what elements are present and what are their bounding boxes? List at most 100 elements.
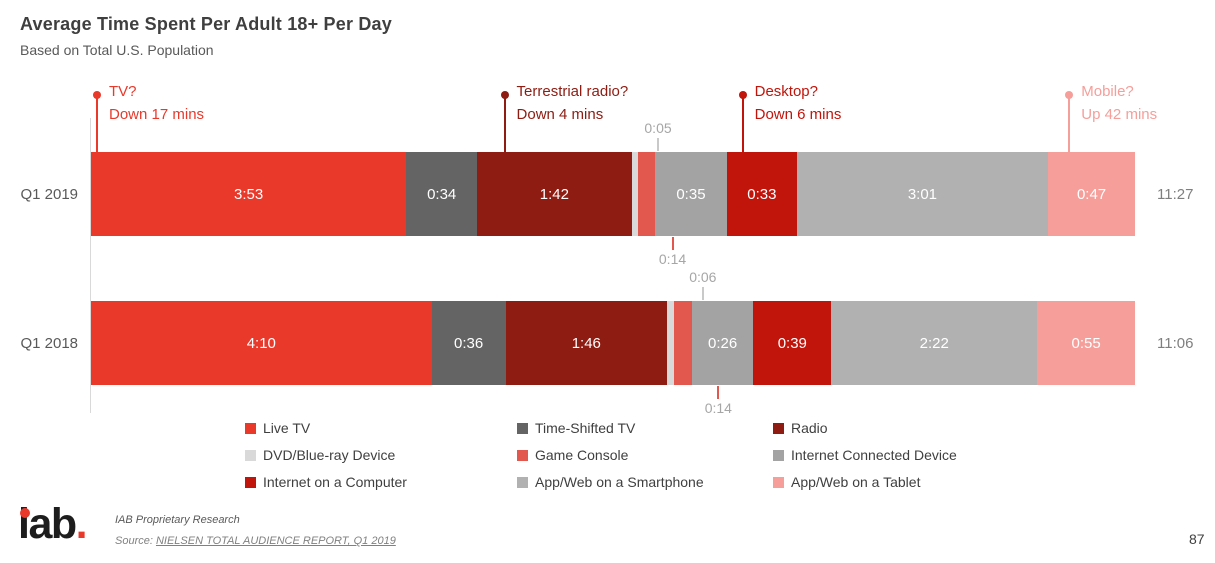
- legend-item: Game Console: [517, 447, 773, 463]
- annotation-text: Mobile? Up 42 mins: [1081, 80, 1215, 126]
- legend-item: App/Web on a Tablet: [773, 474, 957, 490]
- legend-swatch-icon: [517, 476, 528, 488]
- legend-item: Radio: [773, 420, 957, 436]
- bar-total-label: 11:06: [1157, 334, 1194, 352]
- segment-value-label: 0:36: [454, 334, 484, 352]
- segment-value-label: 4:10: [246, 334, 276, 352]
- bar-segment: [631, 152, 638, 236]
- chart-header: Average Time Spent Per Adult 18+ Per Day…: [20, 14, 392, 58]
- annotation-title: TV?: [109, 83, 137, 100]
- value-callout-line: [671, 237, 674, 250]
- bar-total-label: 11:27: [1157, 185, 1194, 203]
- legend-label: App/Web on a Smartphone: [535, 474, 704, 490]
- bar-segment: 0:26: [691, 301, 754, 385]
- segment-value-label: 0:35: [676, 185, 706, 203]
- annotation-text: Terrestrial radio? Down 4 mins: [517, 80, 747, 126]
- bar-segment: 1:42: [477, 152, 632, 236]
- bar-row-label: Q1 2019: [20, 185, 78, 203]
- value-callout-line: [657, 138, 660, 151]
- stacked-bar: 3:53 0:34 1:42 0:35 0:33 3:01 0:47: [91, 152, 1135, 236]
- legend-label: App/Web on a Tablet: [791, 474, 921, 490]
- segment-value-label: 3:01: [907, 185, 938, 203]
- segment-value-label: 3:53: [234, 185, 264, 203]
- bar-segment: 2:22: [831, 301, 1038, 385]
- annotation-line: [741, 95, 744, 152]
- proprietary-research-note: IAB Proprietary Research: [115, 514, 240, 526]
- legend-label: DVD/Blue-ray Device: [263, 447, 396, 463]
- bar-segment: 0:39: [753, 301, 832, 385]
- legend-swatch-icon: [245, 476, 256, 488]
- legend-item: App/Web on a Smartphone: [517, 474, 773, 490]
- source-link[interactable]: NIELSEN TOTAL AUDIENCE REPORT, Q1 2019: [155, 535, 396, 547]
- legend-swatch-icon: [517, 449, 528, 461]
- legend-swatch-icon: [773, 449, 784, 461]
- axis-line: [90, 118, 91, 413]
- bar-segment: 3:53: [91, 152, 407, 236]
- annotation-subtitle: Down 17 mins: [109, 106, 205, 123]
- annotation-line: [503, 95, 506, 152]
- bar-segment: 0:34: [406, 152, 478, 236]
- value-callout-line: [701, 287, 704, 300]
- annotation-line: [96, 95, 98, 152]
- segment-value-label: 0:47: [1076, 185, 1107, 203]
- annotation-line: [1068, 95, 1071, 152]
- bar-segment: 4:10: [91, 301, 432, 385]
- page-title: Average Time Spent Per Adult 18+ Per Day: [20, 14, 392, 34]
- bar-segment: 3:01: [796, 152, 1049, 236]
- segment-value-label: 1:46: [571, 334, 601, 352]
- segment-value-label: 0:33: [747, 185, 777, 203]
- legend-item: Internet Connected Device: [773, 447, 957, 463]
- legend-item: Time-Shifted TV: [517, 420, 773, 436]
- legend-label: Game Console: [535, 447, 629, 463]
- value-callout-label: 0:14: [658, 251, 687, 267]
- bar-segment: [674, 301, 692, 385]
- bar-segment: 0:55: [1037, 301, 1136, 385]
- segment-value-label: 1:42: [539, 185, 569, 203]
- legend-item: DVD/Blue-ray Device: [245, 447, 517, 463]
- page-subtitle: Based on Total U.S. Population: [20, 42, 214, 58]
- source-line: Source: NIELSEN TOTAL AUDIENCE REPORT, Q…: [115, 535, 396, 547]
- iab-logo-period: .: [75, 500, 88, 548]
- bar-segment: 0:35: [654, 152, 728, 236]
- legend-label: Internet Connected Device: [791, 447, 957, 463]
- bar-segment: 1:46: [505, 301, 667, 385]
- legend-label: Internet on a Computer: [263, 474, 407, 490]
- segment-value-label: 2:22: [919, 334, 949, 352]
- segment-value-label: 0:34: [427, 185, 457, 203]
- legend-label: Live TV: [263, 420, 311, 436]
- page-number: 87: [1189, 531, 1205, 547]
- legend-swatch-icon: [245, 449, 256, 461]
- annotation-subtitle: Down 6 mins: [754, 106, 842, 123]
- legend-item: Live TV: [245, 420, 517, 436]
- value-callout-line: [717, 386, 720, 399]
- value-callout-label: 0:05: [644, 120, 672, 136]
- value-callout-label: 0:14: [704, 400, 732, 416]
- bar-segment: 0:47: [1048, 152, 1135, 236]
- annotation-text: Desktop? Down 6 mins: [755, 80, 985, 126]
- annotation-subtitle: Up 42 mins: [1081, 106, 1158, 123]
- value-callout-label: 0:06: [689, 269, 717, 285]
- iab-logo-text: iab: [18, 500, 77, 548]
- segment-value-label: 0:39: [777, 334, 807, 352]
- stacked-bar: 4:10 0:36 1:46 0:26 0:39 2:22 0:55: [91, 301, 1136, 385]
- annotation-text: TV? Down 17 mins: [109, 80, 339, 126]
- bar-segment: [637, 152, 655, 236]
- bar-segment: 0:36: [431, 301, 506, 385]
- annotation-subtitle: Down 4 mins: [516, 106, 604, 123]
- legend-item: Internet on a Computer: [245, 474, 517, 490]
- chart-legend: Live TV Time-Shifted TV Radio DVD/Blue-ray …: [245, 420, 957, 490]
- annotation-title: Terrestrial radio?: [516, 83, 629, 100]
- bar-row-label: Q1 2018: [20, 334, 78, 352]
- legend-swatch-icon: [517, 422, 528, 434]
- annotation-title: Mobile?: [1081, 83, 1134, 100]
- segment-value-label: 0:26: [708, 334, 738, 352]
- legend-swatch-icon: [773, 422, 784, 434]
- bar-segment: [666, 301, 675, 385]
- annotation-title: Desktop?: [754, 83, 818, 100]
- source-prefix: Source:: [115, 535, 156, 547]
- legend-swatch-icon: [773, 476, 784, 488]
- bar-segment: 0:33: [727, 152, 797, 236]
- legend-label: Time-Shifted TV: [535, 420, 636, 436]
